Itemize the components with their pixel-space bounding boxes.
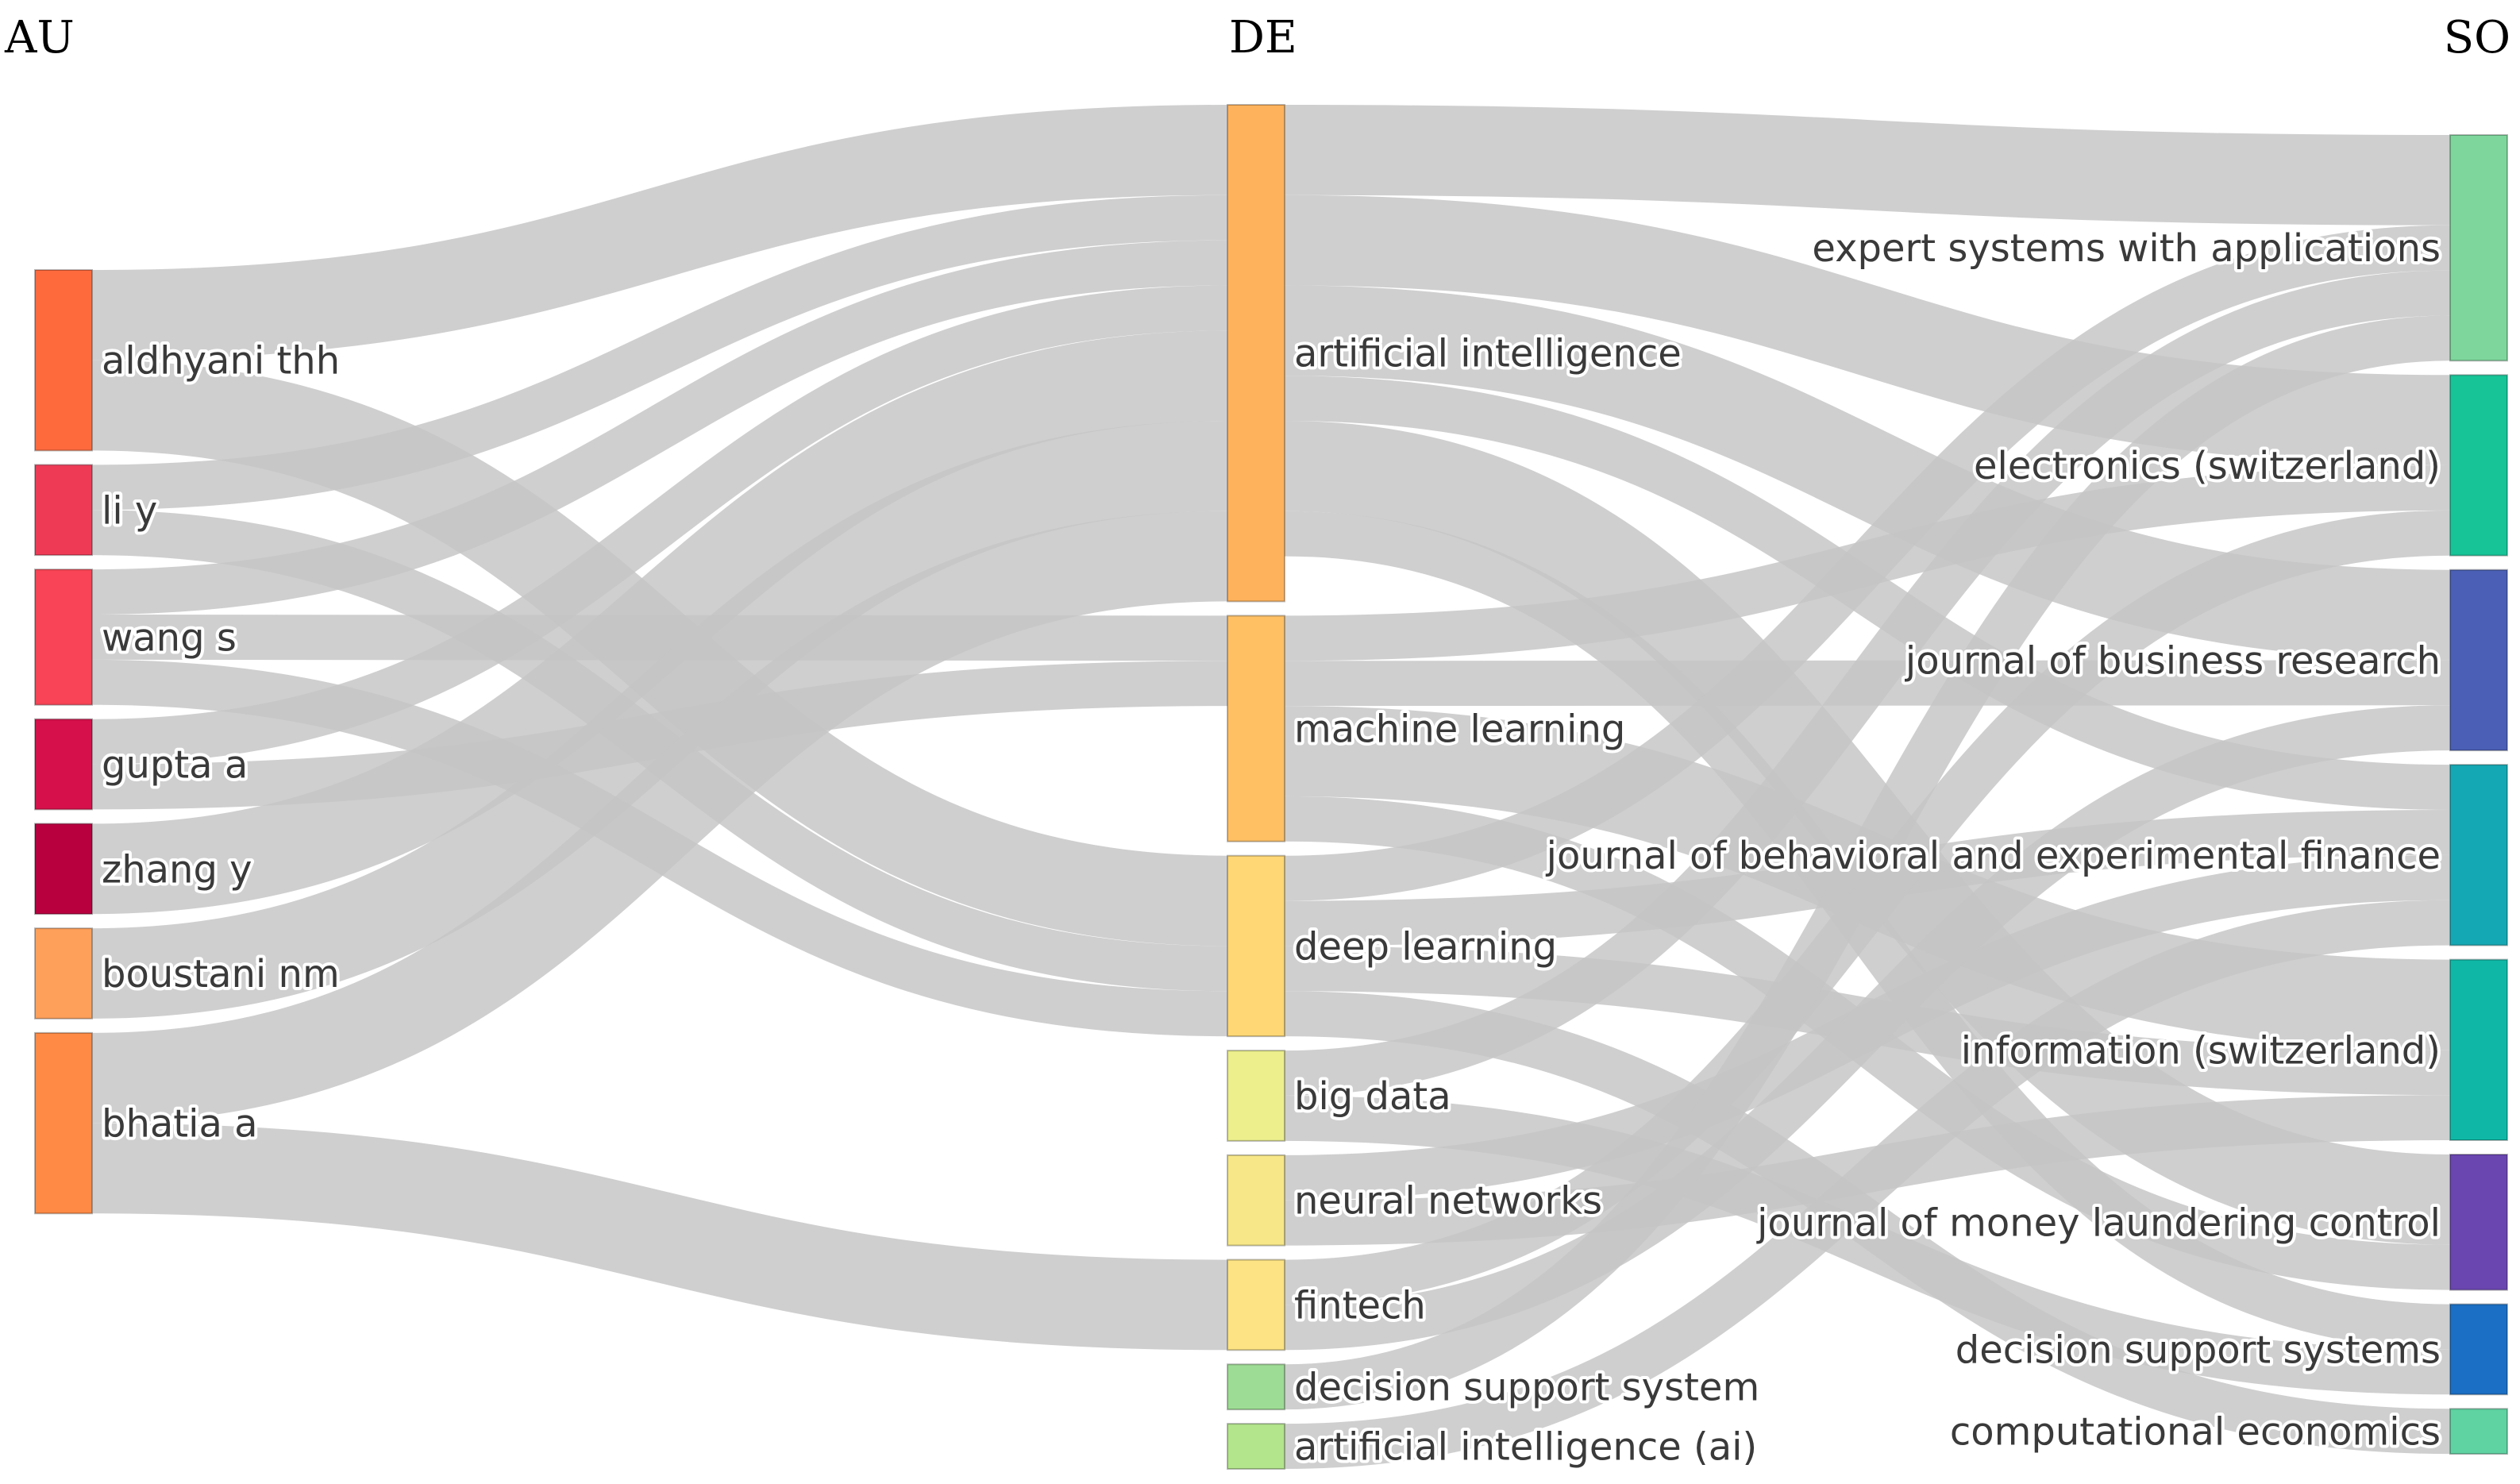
node-label-ai: artificial intelligence bbox=[1294, 332, 1682, 376]
node-label-halo-jbr: journal of business research bbox=[1905, 638, 2441, 683]
node-aiai[interactable] bbox=[1227, 1423, 1285, 1470]
links-layer bbox=[91, 105, 2451, 1469]
node-jbr[interactable] bbox=[2449, 569, 2508, 752]
node-label-info: information (switzerland) bbox=[1961, 1028, 2441, 1073]
link-liy-to-ai bbox=[91, 195, 1228, 511]
node-label-bhatia: bhatia a bbox=[102, 1102, 258, 1147]
node-label-halo-ft: fintech bbox=[1294, 1283, 1426, 1328]
node-label-jbef: journal of behavioral and experimental f… bbox=[1546, 834, 2441, 878]
node-label-halo-ce: computational economics bbox=[1950, 1410, 2441, 1455]
node-label-halo-wangs: wang s bbox=[102, 615, 237, 660]
node-label-aiai: artificial intelligence (ai) bbox=[1294, 1425, 1757, 1470]
node-label-halo-elec: electronics (switzerland) bbox=[1974, 444, 2441, 488]
link-aldhyani-to-ai bbox=[91, 105, 1228, 360]
node-ft[interactable] bbox=[1227, 1259, 1285, 1351]
node-label-halo-aiai: artificial intelligence (ai) bbox=[1294, 1425, 1757, 1470]
node-label-halo-aldhyani: aldhyani thh bbox=[102, 339, 340, 384]
column-header-au: AU bbox=[4, 12, 75, 64]
node-ai[interactable] bbox=[1227, 104, 1285, 603]
node-label-ml: machine learning bbox=[1294, 707, 1625, 752]
node-label-halo-ai: artificial intelligence bbox=[1294, 332, 1682, 376]
node-info[interactable] bbox=[2449, 958, 2508, 1141]
node-label-halo-boustani: boustani nm bbox=[102, 952, 340, 996]
column-headers: AU DE SO bbox=[4, 12, 2510, 64]
link-wangs-to-ai bbox=[91, 240, 1228, 615]
node-label-bd: big data bbox=[1294, 1074, 1451, 1119]
node-label-dsys: decision support systems bbox=[1956, 1328, 2441, 1372]
node-label-halo-dl: deep learning bbox=[1294, 924, 1557, 969]
node-liy[interactable] bbox=[34, 464, 93, 557]
node-label-ft: fintech bbox=[1294, 1283, 1426, 1328]
link-bd-to-eswa bbox=[1284, 270, 2451, 1096]
node-label-boustani: boustani nm bbox=[102, 952, 340, 996]
node-label-halo-ml: machine learning bbox=[1294, 707, 1625, 752]
node-bd[interactable] bbox=[1227, 1050, 1285, 1142]
node-label-halo-zhangy: zhang y bbox=[102, 847, 252, 892]
node-label-dl: deep learning bbox=[1294, 924, 1557, 969]
node-eswa[interactable] bbox=[2449, 134, 2508, 362]
node-label-halo-nn: neural networks bbox=[1294, 1179, 1602, 1224]
node-label-ce: computational economics bbox=[1950, 1410, 2441, 1455]
node-ce[interactable] bbox=[2449, 1408, 2508, 1455]
node-label-aldhyani: aldhyani thh bbox=[102, 339, 340, 384]
node-label-halo-bd: big data bbox=[1294, 1074, 1451, 1119]
node-bhatia[interactable] bbox=[34, 1031, 93, 1215]
nodes-layer bbox=[34, 104, 2508, 1470]
link-guptaa-to-ai bbox=[91, 285, 1228, 765]
node-label-wangs: wang s bbox=[102, 615, 237, 660]
link-boustani-to-ai bbox=[91, 421, 1228, 1019]
node-label-jmlc: journal of money laundering control bbox=[1756, 1201, 2441, 1245]
node-label-halo-liy: li y bbox=[102, 488, 157, 533]
node-label-guptaa: gupta a bbox=[102, 743, 248, 788]
node-label-halo-dsys: decision support systems bbox=[1956, 1328, 2441, 1372]
node-jbef[interactable] bbox=[2449, 764, 2508, 946]
node-jmlc[interactable] bbox=[2449, 1154, 2508, 1291]
link-dl-to-eswa bbox=[1284, 225, 2451, 901]
node-ml[interactable] bbox=[1227, 615, 1285, 842]
node-nn[interactable] bbox=[1227, 1154, 1285, 1247]
node-boustani[interactable] bbox=[34, 927, 93, 1020]
node-label-zhangy: zhang y bbox=[102, 847, 252, 892]
link-bhatia-to-ft bbox=[91, 1123, 1228, 1351]
link-dss-to-eswa bbox=[1284, 315, 2451, 1410]
node-label-jbr: journal of business research bbox=[1905, 638, 2441, 683]
link-zhangy-to-ai bbox=[91, 330, 1228, 915]
column-header-de: DE bbox=[1229, 12, 1297, 64]
link-ft-to-jbr bbox=[1284, 705, 2451, 1351]
node-guptaa[interactable] bbox=[34, 718, 93, 811]
node-dss[interactable] bbox=[1227, 1363, 1285, 1411]
node-label-eswa: expert systems with applications bbox=[1812, 226, 2441, 271]
node-label-halo-dss: decision support system bbox=[1294, 1366, 1759, 1410]
node-label-halo-jbef: journal of behavioral and experimental f… bbox=[1546, 834, 2441, 878]
link-aiai-to-jbef bbox=[1284, 900, 2451, 1469]
node-label-halo-eswa: expert systems with applications bbox=[1812, 226, 2441, 271]
column-header-so: SO bbox=[2444, 12, 2510, 64]
node-zhangy[interactable] bbox=[34, 823, 93, 915]
link-bhatia-to-ai bbox=[91, 511, 1228, 1124]
link-ai-to-eswa bbox=[1284, 105, 2451, 225]
node-label-halo-guptaa: gupta a bbox=[102, 743, 248, 788]
node-label-nn: neural networks bbox=[1294, 1179, 1602, 1224]
node-dsys[interactable] bbox=[2449, 1303, 2508, 1396]
node-aldhyani[interactable] bbox=[34, 269, 93, 452]
node-label-elec: electronics (switzerland) bbox=[1974, 444, 2441, 488]
node-label-halo-bhatia: bhatia a bbox=[102, 1102, 258, 1147]
link-bd-to-dsys bbox=[1284, 1096, 2451, 1395]
node-wangs[interactable] bbox=[34, 569, 93, 706]
node-label-halo-jmlc: journal of money laundering control bbox=[1756, 1201, 2441, 1245]
node-label-dss: decision support system bbox=[1294, 1366, 1759, 1410]
node-label-liy: li y bbox=[102, 488, 157, 533]
node-elec[interactable] bbox=[2449, 374, 2508, 557]
node-label-halo-info: information (switzerland) bbox=[1961, 1028, 2441, 1073]
node-dl[interactable] bbox=[1227, 854, 1285, 1038]
